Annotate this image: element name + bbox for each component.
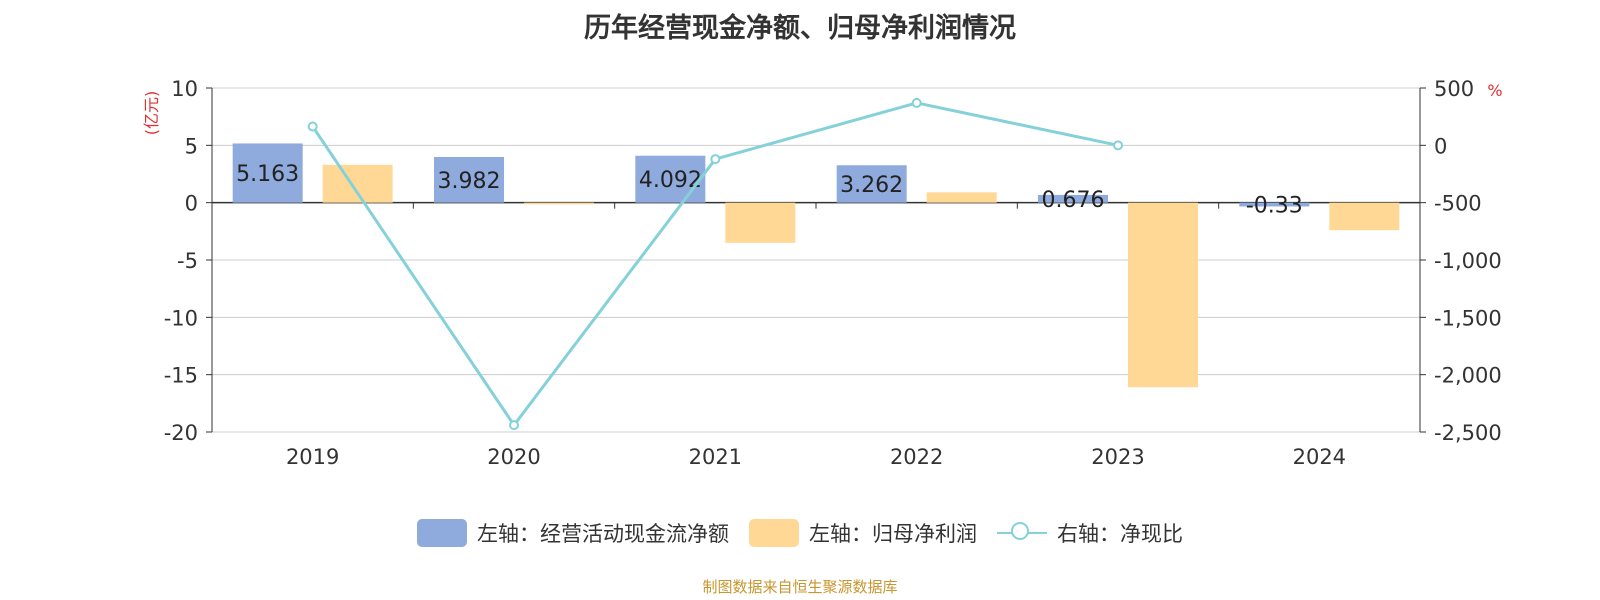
data-label-cash: -0.33	[1246, 194, 1303, 219]
left-tick-label: -20	[164, 421, 198, 445]
point-ratio	[509, 420, 519, 431]
legend-item-ratio[interactable]: 右轴：净现比	[997, 518, 1183, 548]
point-ratio	[307, 121, 318, 132]
data-label-cash: 3.262	[840, 173, 903, 198]
left-tick-label: -15	[164, 364, 198, 388]
data-label-cash: 0.676	[1042, 188, 1105, 213]
legend-label-ratio: 右轴：净现比	[1057, 522, 1183, 546]
x-tick-label: 2021	[689, 445, 742, 469]
legend: 左轴：经营活动现金流净额 左轴：归母净利润 右轴：净现比	[0, 518, 1600, 548]
bar-cash	[836, 165, 907, 203]
data-label-cash: 5.163	[236, 162, 299, 187]
right-tick-label: 500	[1434, 77, 1474, 101]
right-tick-label: 0	[1434, 134, 1447, 158]
left-tick-label: 5	[185, 134, 198, 158]
left-tick-label: 10	[171, 77, 198, 101]
series-line-ratio	[311, 101, 1119, 428]
x-tick-label: 2023	[1091, 445, 1144, 469]
bar-profit	[926, 192, 997, 203]
bar-profit	[1329, 202, 1400, 231]
bar-cash	[434, 157, 504, 203]
legend-item-profit[interactable]: 左轴：归母净利润	[749, 518, 977, 548]
x-tick-label: 2020	[487, 445, 540, 469]
left-tick-label: 0	[185, 192, 198, 216]
data-label-cash: 3.982	[438, 169, 501, 194]
legend-swatch-cash	[417, 519, 467, 547]
legend-swatch-ratio	[997, 519, 1047, 547]
left-tick-label: -5	[177, 249, 198, 273]
bar-cash	[635, 155, 706, 203]
left-axis-unit: (亿元)	[142, 91, 161, 136]
legend-item-cash[interactable]: 左轴：经营活动现金流净额	[417, 518, 729, 548]
left-tick-label: -10	[164, 306, 198, 330]
bar-profit	[725, 202, 796, 243]
point-ratio	[911, 97, 922, 108]
bar-cash	[232, 143, 303, 203]
right-axis-unit: %	[1487, 81, 1502, 100]
right-tick-label: -2,500	[1434, 421, 1502, 445]
bar-cash	[1038, 194, 1108, 203]
bar-cash	[1239, 202, 1310, 207]
point-ratio	[1113, 140, 1123, 151]
bar-profit	[524, 202, 594, 205]
right-tick-label: -1,500	[1434, 306, 1502, 330]
x-tick-label: 2019	[286, 445, 339, 469]
legend-label-profit: 左轴：归母净利润	[809, 522, 977, 546]
chart-title: 历年经营现金净额、归母净利润情况	[584, 13, 1016, 44]
bar-profit	[322, 164, 393, 203]
right-tick-label: -1,000	[1434, 249, 1502, 273]
right-tick-label: -500	[1434, 192, 1482, 216]
legend-swatch-profit	[749, 519, 799, 547]
source-note: 制图数据来自恒生聚源数据库	[702, 578, 898, 596]
x-tick-label: 2024	[1293, 445, 1346, 469]
bar-profit	[1128, 202, 1198, 388]
x-tick-label: 2022	[890, 445, 943, 469]
right-tick-label: -2,000	[1434, 364, 1502, 388]
legend-label-cash: 左轴：经营活动现金流净额	[477, 522, 729, 546]
point-ratio	[710, 154, 721, 165]
